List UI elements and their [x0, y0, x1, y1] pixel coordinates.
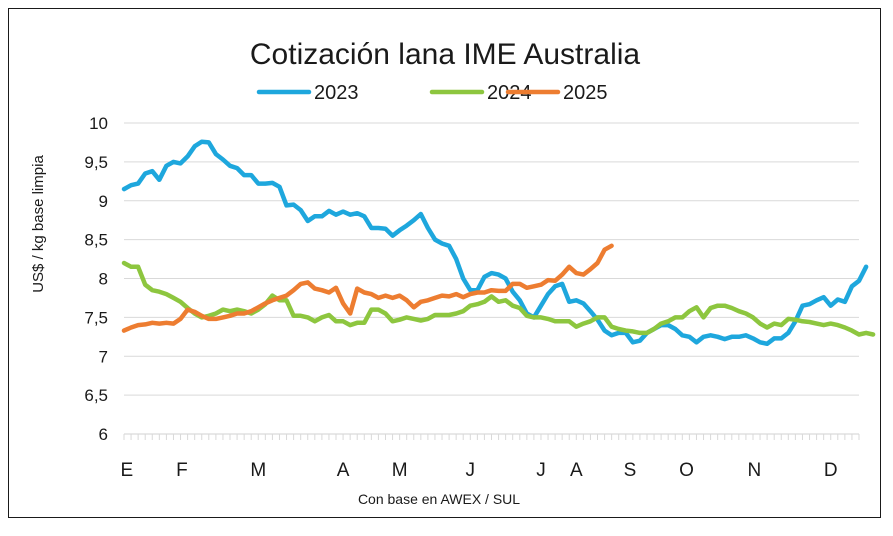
legend-label-2025: 2025	[563, 82, 608, 104]
x-tick-label: O	[679, 460, 694, 481]
x-tick-label: S	[624, 460, 637, 481]
x-tick-label: J	[536, 460, 546, 481]
chart-title: Cotización lana IME Australia	[250, 38, 641, 71]
y-tick-label: 8	[99, 270, 108, 289]
x-tick-label: J	[466, 460, 476, 481]
x-tick-label: A	[570, 460, 583, 481]
x-tick-label: D	[824, 460, 838, 481]
legend: 202320242025	[256, 82, 608, 104]
x-tick-label: M	[392, 460, 408, 481]
x-axis-label: Con base en AWEX / SUL	[358, 491, 520, 507]
y-tick-label: 6,5	[84, 386, 108, 405]
series-line-2023	[121, 139, 869, 347]
gridlines	[124, 122, 859, 435]
y-tick-label: 6	[99, 425, 108, 444]
y-tick-label: 9	[99, 192, 108, 211]
y-tick-label: 8,5	[84, 231, 108, 250]
y-tick-label: 7	[99, 347, 108, 366]
x-tick-label: N	[748, 460, 762, 481]
y-tick-label: 10	[89, 114, 108, 133]
series-line-2025	[121, 243, 614, 333]
x-tick-label: E	[120, 460, 133, 481]
y-axis-ticks: 6 6,5 7 7,5 8 8,5 9 9,5 10	[84, 114, 108, 444]
x-tick-label: A	[337, 460, 350, 481]
legend-label-2023: 2023	[314, 82, 359, 104]
x-tick-label: F	[176, 460, 188, 481]
series-lines	[121, 139, 876, 347]
y-axis-label: US$ / kg base limpia	[30, 155, 47, 293]
x-tick-label: M	[250, 460, 266, 481]
chart-frame: Cotización lana IME Australia 2023202420…	[8, 8, 881, 518]
chart-svg: Cotización lana IME Australia 2023202420…	[30, 38, 876, 507]
y-tick-label: 9,5	[84, 153, 108, 172]
y-tick-label: 7,5	[84, 308, 108, 327]
